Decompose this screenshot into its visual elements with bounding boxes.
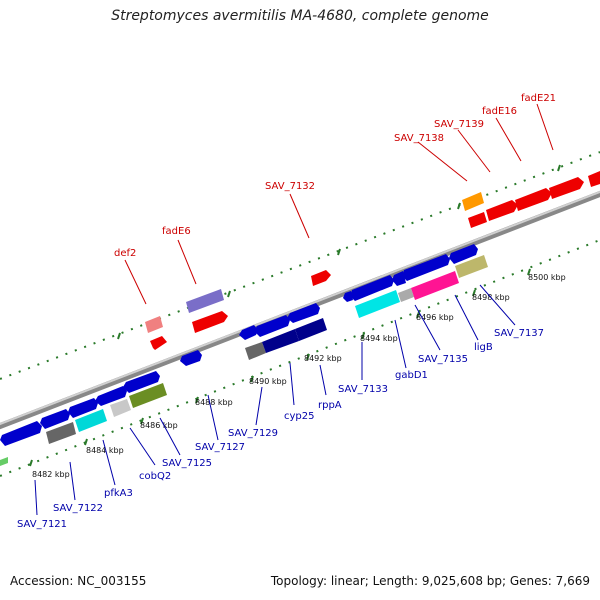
gene-block[interactable]	[462, 192, 484, 211]
forward-gene-labels: def2 fadE6 SAV_7132 SAV_7138 SAV_7139 fa…	[114, 93, 556, 259]
gene-block[interactable]	[129, 383, 167, 408]
gene-block[interactable]	[468, 212, 487, 228]
forward-major-ticks	[117, 164, 561, 340]
gene-block[interactable]	[245, 342, 266, 360]
tick-label: 8500 kbp	[528, 273, 566, 282]
gene-block[interactable]	[295, 318, 327, 341]
gene-label[interactable]: SAV_7122	[53, 503, 103, 514]
gene-block[interactable]	[311, 270, 331, 286]
tick-label: 8490 kbp	[249, 377, 287, 386]
gene-label[interactable]: SAV_7139	[434, 119, 484, 130]
gene-label[interactable]: SAV_7137	[494, 328, 544, 339]
gene-block[interactable]	[343, 291, 353, 302]
gene-block[interactable]	[287, 303, 320, 323]
gene-block[interactable]	[95, 386, 127, 406]
gene-label[interactable]: SAV_7133	[338, 384, 388, 395]
gene-label[interactable]: cobQ2	[139, 471, 171, 482]
gene-label[interactable]: SAV_7125	[162, 458, 212, 469]
gene-block[interactable]	[46, 422, 76, 444]
tick-label: 8488 kbp	[195, 398, 233, 407]
gene-label[interactable]: SAV_7129	[228, 428, 278, 439]
gene-label[interactable]: SAV_7138	[394, 133, 444, 144]
gene-block[interactable]	[486, 200, 518, 221]
gene-label[interactable]: SAV_7135	[418, 354, 468, 365]
gene-block[interactable]	[186, 289, 224, 313]
gene-block[interactable]	[145, 316, 163, 333]
gene-block[interactable]	[515, 188, 552, 211]
gene-block[interactable]	[40, 409, 70, 429]
gene-label[interactable]: SAV_7121	[17, 519, 67, 530]
gene-block[interactable]	[549, 177, 584, 199]
gene-block[interactable]	[350, 275, 394, 301]
gene-block[interactable]	[0, 421, 42, 446]
tick-label: 8492 kbp	[304, 354, 342, 363]
reverse-genes	[0, 244, 488, 466]
gene-block[interactable]	[449, 244, 478, 264]
tick-label: 8494 kbp	[360, 334, 398, 343]
tick-label: 8496 kbp	[416, 313, 454, 322]
gene-block[interactable]	[68, 398, 98, 418]
gene-block[interactable]	[75, 409, 107, 432]
forward-track-dots	[0, 151, 600, 380]
gene-block[interactable]	[180, 350, 202, 366]
gene-block[interactable]	[192, 311, 228, 333]
genome-axis-highlight	[0, 190, 600, 426]
forward-leaders	[124, 103, 554, 305]
gene-label[interactable]: cyp25	[284, 411, 315, 422]
genome-title: Streptomyces avermitilis MA-4680, comple…	[111, 8, 489, 24]
tick-label: 8482 kbp	[32, 470, 70, 479]
gene-block[interactable]	[355, 290, 400, 318]
tick-label: 8484 kbp	[86, 446, 124, 455]
tick-label: 8486 kbp	[140, 421, 178, 430]
gene-block[interactable]	[150, 336, 167, 350]
gene-block[interactable]	[402, 254, 450, 281]
major-ticks	[29, 268, 531, 467]
gene-block[interactable]	[398, 288, 414, 302]
gene-label[interactable]: pfkA3	[104, 488, 133, 499]
gene-block[interactable]	[0, 457, 8, 466]
gene-label[interactable]: ligB	[474, 342, 493, 353]
gene-block[interactable]	[455, 255, 488, 278]
gene-block[interactable]	[110, 399, 131, 417]
gene-block[interactable]	[123, 371, 160, 393]
gene-block[interactable]	[239, 325, 258, 340]
gene-label[interactable]: gabD1	[395, 370, 428, 381]
gene-label[interactable]: SAV_7127	[195, 442, 245, 453]
forward-genes	[145, 171, 600, 350]
gene-block[interactable]	[262, 329, 299, 353]
gene-block[interactable]	[254, 315, 290, 337]
gene-label[interactable]: fadE21	[521, 93, 556, 104]
reverse-leaders	[34, 284, 516, 516]
gene-label[interactable]: fadE6	[162, 226, 191, 237]
gene-label[interactable]: def2	[114, 248, 136, 259]
gene-label[interactable]: SAV_7132	[265, 181, 315, 192]
gene-label[interactable]: fadE16	[482, 106, 517, 117]
reverse-gene-labels: SAV_7121 SAV_7122 pfkA3 cobQ2 SAV_7125 S…	[17, 328, 544, 530]
gene-label[interactable]: rppA	[318, 400, 342, 411]
accession-text: Accession: NC_003155	[10, 574, 147, 588]
gene-block[interactable]	[411, 271, 459, 300]
gene-block[interactable]	[588, 171, 600, 187]
reverse-track-dots	[0, 239, 600, 477]
genome-summary-text: Topology: linear; Length: 9,025,608 bp; …	[270, 574, 590, 588]
